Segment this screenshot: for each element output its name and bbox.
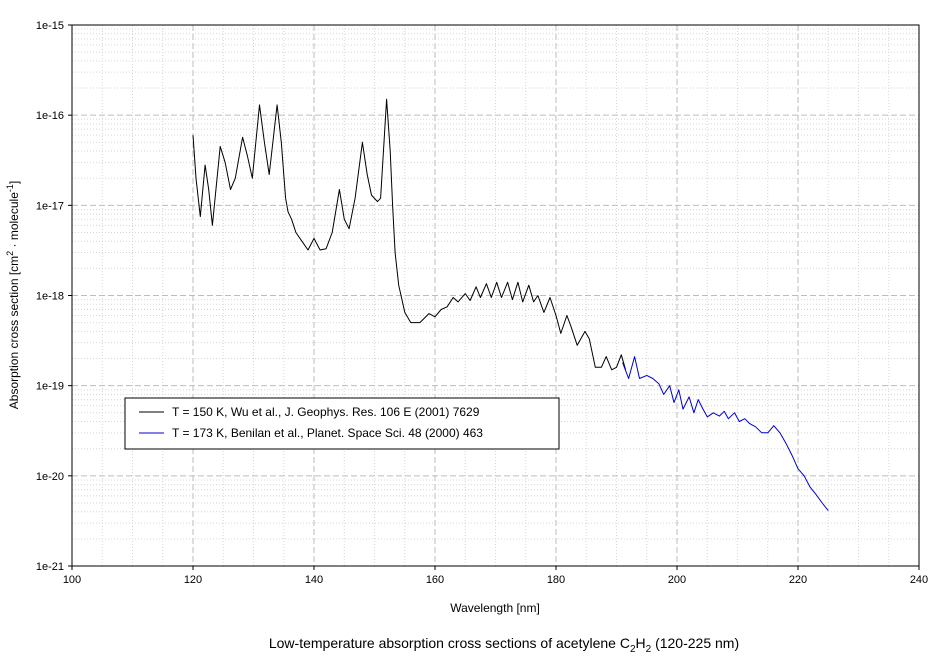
y-tick-label: 1e-17 (36, 200, 64, 212)
x-tick-label: 180 (547, 574, 565, 586)
legend-label-1: T = 150 K, Wu et al., J. Geophys. Res. 1… (172, 405, 480, 419)
x-tick-label: 120 (184, 574, 202, 586)
x-axis-ticks: 100 120 140 160 180 200 220 240 (63, 566, 928, 586)
y-axis-ticks: 1e-21 1e-20 1e-19 1e-18 1e-17 1e-16 1e-15 (36, 20, 72, 573)
x-tick-label: 140 (305, 574, 323, 586)
y-tick-label: 1e-20 (36, 471, 64, 483)
y-tick-label: 1e-21 (36, 561, 64, 573)
y-tick-label: 1e-15 (36, 20, 64, 32)
x-tick-label: 160 (426, 574, 444, 586)
x-tick-label: 100 (63, 574, 81, 586)
chart-caption: Low-temperature absorption cross section… (269, 635, 739, 655)
series-line-1 (192, 98, 627, 371)
y-tick-label: 1e-16 (36, 110, 64, 122)
y-tick-label: 1e-18 (36, 291, 64, 303)
y-axis-title: Absorption cross section [cm2 · molecule… (5, 181, 21, 409)
x-tick-label: 240 (910, 574, 928, 586)
grid (72, 25, 919, 566)
x-tick-label: 200 (668, 574, 686, 586)
y-tick-label: 1e-19 (36, 381, 64, 393)
legend: T = 150 K, Wu et al., J. Geophys. Res. 1… (124, 397, 560, 450)
series-line-2 (622, 356, 829, 512)
legend-label-2: T = 173 K, Benilan et al., Planet. Space… (172, 426, 483, 440)
x-axis-title: Wavelength [nm] (450, 601, 540, 615)
x-tick-label: 220 (789, 574, 807, 586)
legend-box (124, 397, 560, 450)
series-group (192, 98, 829, 512)
